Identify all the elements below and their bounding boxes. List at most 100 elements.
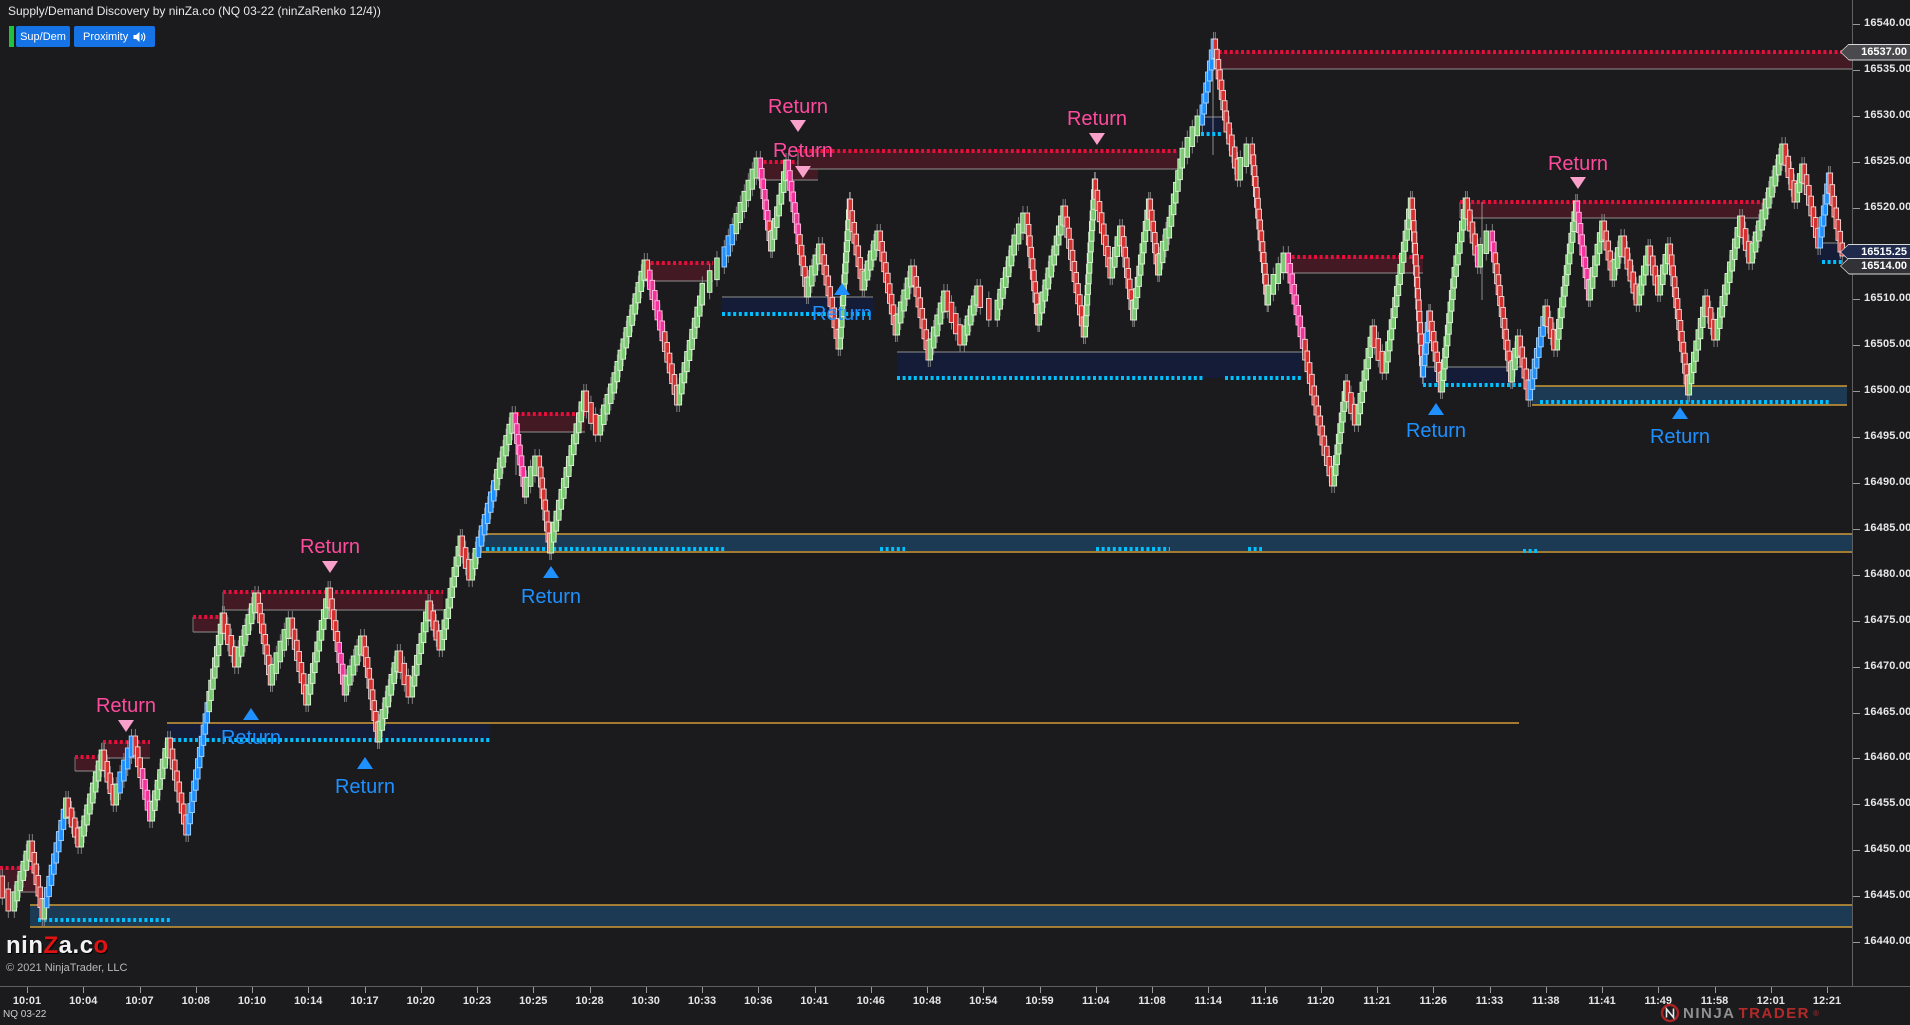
- time-tick: 10:23: [455, 987, 499, 1007]
- price-tick: 16460.00: [1853, 751, 1910, 765]
- svg-text:Return: Return: [521, 586, 581, 608]
- svg-text:Return: Return: [1650, 426, 1710, 448]
- time-tick: 11:16: [1243, 987, 1287, 1007]
- price-marker: 16514.00: [1840, 257, 1910, 275]
- time-tick: 11:20: [1299, 987, 1343, 1007]
- time-tick: 10:07: [118, 987, 162, 1007]
- price-tick: 16520.00: [1853, 201, 1910, 215]
- price-marker: 16537.00: [1840, 43, 1910, 61]
- price-tick: 16480.00: [1853, 568, 1910, 582]
- time-tick: 11:58: [1693, 987, 1737, 1007]
- return-label-demand: Return: [1650, 407, 1710, 448]
- arrow-up-icon: [243, 708, 259, 720]
- demand-zone: [167, 722, 490, 740]
- ninjatrader-logo-ninja: NINJA: [1683, 1004, 1736, 1022]
- arrow-down-icon: [1570, 177, 1586, 189]
- time-tick: 11:26: [1411, 987, 1455, 1007]
- return-label-supply: Return: [1067, 108, 1127, 145]
- time-tick: 10:10: [230, 987, 274, 1007]
- ninjatrader-icon: [1660, 1003, 1680, 1023]
- ninza-logo-text2: a.c: [58, 932, 94, 959]
- price-tick: 16535.00: [1853, 63, 1910, 77]
- arrow-up-icon: [543, 566, 559, 578]
- time-tick: 12:21: [1805, 987, 1849, 1007]
- time-tick: 10:25: [511, 987, 555, 1007]
- price-tick: 16530.00: [1853, 109, 1910, 123]
- price-tick: 16440.00: [1853, 935, 1910, 949]
- price-tick: 16470.00: [1853, 660, 1910, 674]
- price-tick: 16525.00: [1853, 155, 1910, 169]
- price-tick: 16495.00: [1853, 430, 1910, 444]
- return-label-supply: Return: [96, 695, 156, 732]
- supdem-button-label: Sup/Dem: [20, 30, 66, 43]
- time-tick: 10:33: [680, 987, 724, 1007]
- time-tick: 12:01: [1749, 987, 1793, 1007]
- price-tick: 16465.00: [1853, 706, 1910, 720]
- time-tick: 10:01: [5, 987, 49, 1007]
- time-tick: 10:28: [568, 987, 612, 1007]
- svg-text:Return: Return: [335, 776, 395, 798]
- svg-text:Return: Return: [1067, 108, 1127, 130]
- ninza-logo-z: Z: [43, 932, 59, 959]
- demand-zone: [482, 534, 1852, 551]
- arrow-down-icon: [118, 720, 134, 732]
- arrow-up-icon: [357, 757, 373, 769]
- return-label-demand: Return: [521, 566, 581, 608]
- supdem-button[interactable]: Sup/Dem: [16, 26, 70, 47]
- price-tick: 16475.00: [1853, 614, 1910, 628]
- price-tick: 16500.00: [1853, 384, 1910, 398]
- return-label-demand: Return: [221, 708, 281, 749]
- ninza-logo: ninZa.co: [6, 932, 109, 960]
- time-tick: 11:08: [1130, 987, 1174, 1007]
- demand-zone: [897, 351, 1302, 378]
- price-tick: 16510.00: [1853, 292, 1910, 306]
- price-tick: 16505.00: [1853, 338, 1910, 352]
- time-tick: 11:33: [1468, 987, 1512, 1007]
- demand-zone: [30, 905, 1852, 927]
- time-tick: 10:41: [793, 987, 837, 1007]
- price-tick: 16490.00: [1853, 476, 1910, 490]
- proximity-button[interactable]: Proximity: [74, 26, 156, 47]
- time-tick: 11:14: [1186, 987, 1230, 1007]
- price-tick: 16455.00: [1853, 797, 1910, 811]
- time-tick: 11:21: [1355, 987, 1399, 1007]
- time-tick: 10:46: [849, 987, 893, 1007]
- time-tick: 11:41: [1580, 987, 1624, 1007]
- time-tick: 10:30: [624, 987, 668, 1007]
- return-label-demand: Return: [1406, 403, 1466, 442]
- ninza-logo-text: nin: [6, 932, 44, 959]
- proximity-button-label: Proximity: [83, 30, 129, 43]
- time-tick: 10:14: [286, 987, 330, 1007]
- svg-text:Return: Return: [768, 96, 828, 118]
- renko-bars: [0, 38, 1846, 920]
- svg-text:Return: Return: [300, 536, 360, 558]
- svg-text:Return: Return: [812, 303, 872, 325]
- time-tick: 10:59: [1018, 987, 1062, 1007]
- supply-zone: [644, 261, 713, 282]
- supply-zone: [797, 149, 1178, 170]
- time-axis[interactable]: 10:01 10:04 10:07 10:08 10:10 10:14 10:17 10:20…: [0, 986, 1910, 1025]
- ninjatrader-logo: NINJA TRADER ®: [1660, 1003, 1819, 1023]
- return-label-demand: Return: [812, 283, 872, 325]
- time-tick: 11:38: [1524, 987, 1568, 1007]
- svg-text:Return: Return: [96, 695, 156, 717]
- time-tick: 11:04: [1074, 987, 1118, 1007]
- supdem-indicator-strip: [9, 26, 14, 47]
- time-tick: 10:36: [736, 987, 780, 1007]
- price-tick: 16485.00: [1853, 522, 1910, 536]
- svg-text:Return: Return: [1548, 153, 1608, 175]
- return-label-demand: Return: [335, 757, 395, 798]
- return-label-supply: Return: [1548, 153, 1608, 189]
- time-tick: 10:17: [343, 987, 387, 1007]
- time-tick: 10:04: [61, 987, 105, 1007]
- time-tick: 10:20: [399, 987, 443, 1007]
- arrow-up-icon: [1672, 407, 1688, 419]
- chart-title: Supply/Demand Discovery by ninZa.co (NQ …: [8, 4, 381, 18]
- time-tick: 11:49: [1636, 987, 1680, 1007]
- ninjatrader-logo-reg: ®: [1813, 1008, 1819, 1018]
- chart-canvas[interactable]: Return Return Return Return Return Return Retu…: [0, 0, 1852, 986]
- price-axis[interactable]: 16440.00 16445.00 16450.00 16455.00 16460.00…: [1840, 0, 1910, 986]
- instrument-label: NQ 03-22: [3, 1009, 47, 1020]
- time-tick: 10:08: [174, 987, 218, 1007]
